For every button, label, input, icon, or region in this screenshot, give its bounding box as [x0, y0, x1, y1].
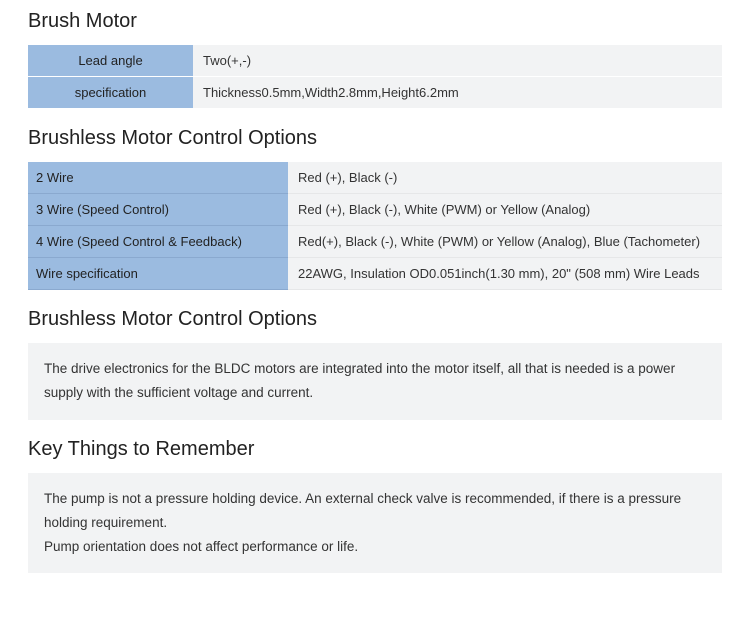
table-row: 2 Wire Red (+), Black (-): [28, 162, 722, 194]
cell-value: Red (+), Black (-): [288, 162, 722, 194]
cell-label: Wire specification: [28, 258, 288, 290]
cell-label: 2 Wire: [28, 162, 288, 194]
cell-value: 22AWG, Insulation OD0.051inch(1.30 mm), …: [288, 258, 722, 290]
brushless-note-box: The drive electronics for the BLDC motor…: [28, 343, 722, 420]
cell-value: Red(+), Black (-), White (PWM) or Yellow…: [288, 226, 722, 258]
cell-value: Red (+), Black (-), White (PWM) or Yello…: [288, 194, 722, 226]
cell-label: Lead angle: [28, 45, 193, 77]
brushless-note-title: Brushless Motor Control Options: [28, 308, 722, 331]
key-things-box: The pump is not a pressure holding devic…: [28, 473, 722, 574]
table-row: Wire specification 22AWG, Insulation OD0…: [28, 258, 722, 290]
key-things-title: Key Things to Remember: [28, 438, 722, 461]
brush-motor-title: Brush Motor: [28, 10, 722, 33]
brush-motor-table: Lead angle Two(+,-) specification Thickn…: [28, 45, 722, 109]
brushless-options-title: Brushless Motor Control Options: [28, 127, 722, 150]
cell-label: specification: [28, 77, 193, 109]
key-things-line: The pump is not a pressure holding devic…: [44, 487, 706, 536]
table-row: 4 Wire (Speed Control & Feedback) Red(+)…: [28, 226, 722, 258]
cell-value: Two(+,-): [193, 45, 722, 77]
cell-label: 3 Wire (Speed Control): [28, 194, 288, 226]
cell-label: 4 Wire (Speed Control & Feedback): [28, 226, 288, 258]
brushless-options-table: 2 Wire Red (+), Black (-) 3 Wire (Speed …: [28, 162, 722, 290]
key-things-line: Pump orientation does not affect perform…: [44, 535, 706, 559]
table-row: Lead angle Two(+,-): [28, 45, 722, 77]
table-row: 3 Wire (Speed Control) Red (+), Black (-…: [28, 194, 722, 226]
cell-value: Thickness0.5mm,Width2.8mm,Height6.2mm: [193, 77, 722, 109]
table-row: specification Thickness0.5mm,Width2.8mm,…: [28, 77, 722, 109]
